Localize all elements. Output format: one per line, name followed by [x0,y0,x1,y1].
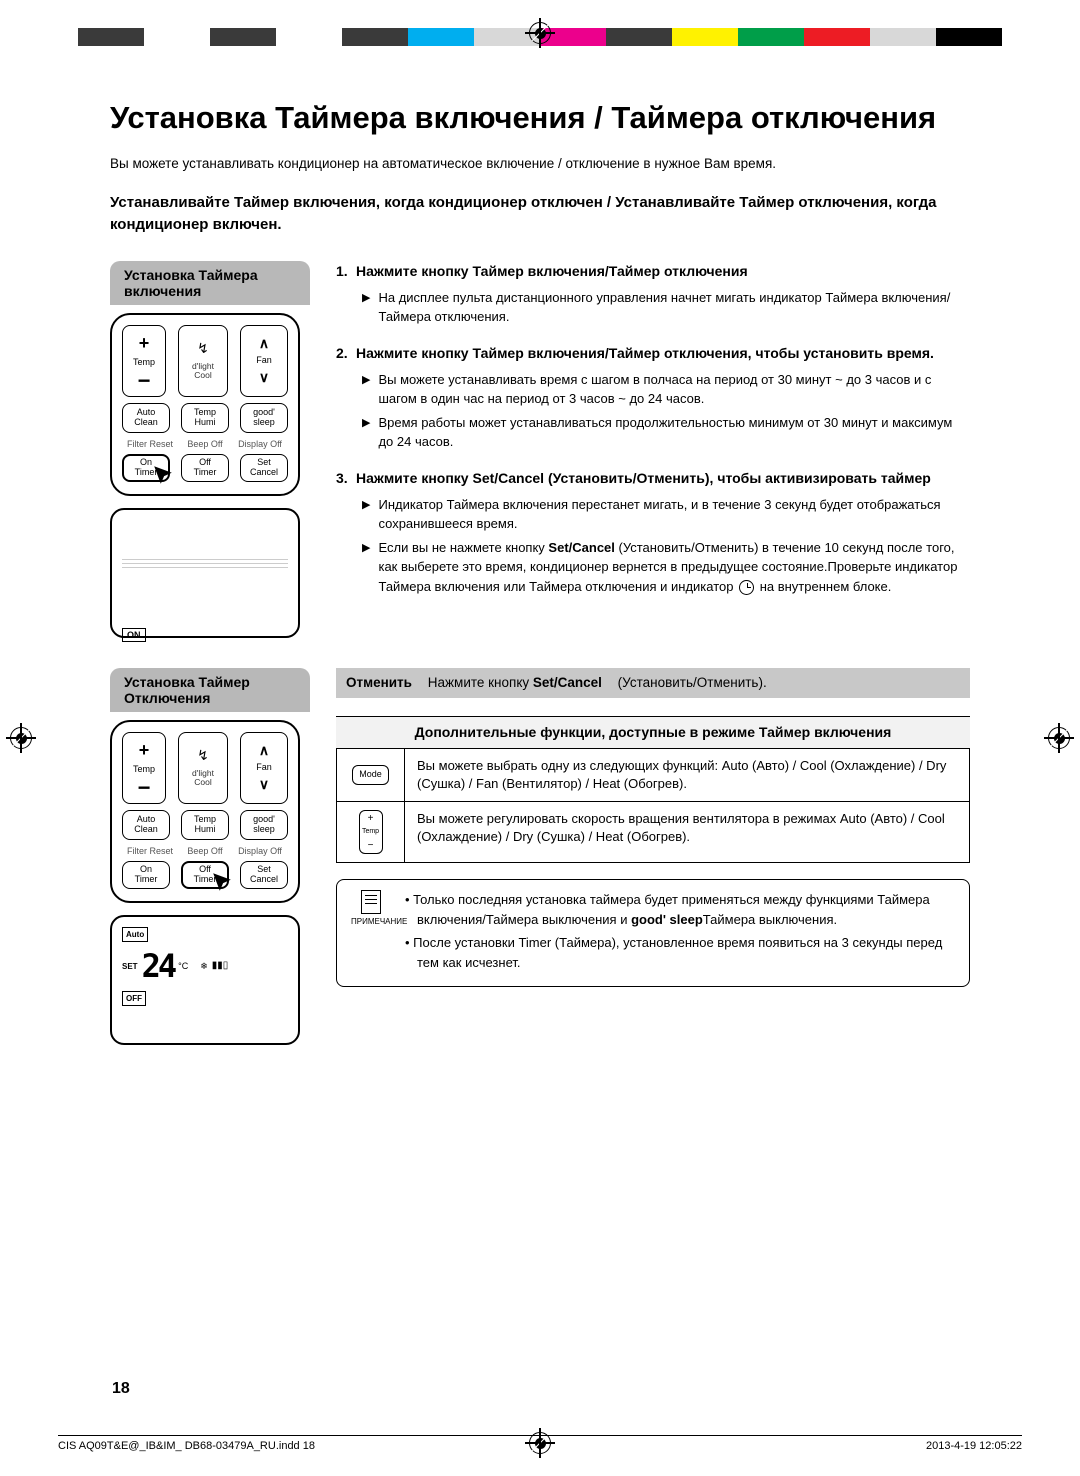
page-title: Установка Таймера включения / Таймера от… [110,100,970,136]
cancel-bar: Отменить Нажмите кнопку Set/Cancel (Уста… [336,668,970,698]
label-beep-off: Beep Off [181,439,229,449]
remote-mode-button: ↯ d'lightCool [178,732,228,804]
signal-icon: ▮▮▯ [212,959,229,973]
cancel-label: Отменить [346,675,412,690]
page-content: Установка Таймера включения / Таймера от… [110,100,970,1075]
display-unit: °C [178,960,188,973]
instruction-bold: Устанавливайте Таймер включения, когда к… [110,192,970,237]
section-on-timer: Установка Таймера включения + Temp − ↯ d… [110,261,970,638]
remote-temp-button: + Temp − [122,732,166,804]
remote-set-cancel: SetCancel [240,454,288,482]
remote-temp-button: + Temp − [122,325,166,397]
footer-datetime: 2013-4-19 12:05:22 [926,1440,1022,1452]
remote-temp-humi: TempHumi [181,403,229,433]
registration-mark-top [529,22,551,44]
remote-mode-button: ↯ d'lightCool [178,325,228,397]
note-list: Только последняя установка таймера будет… [405,890,955,976]
snowflake-icon: ❄ [200,960,208,973]
registration-mark-left [10,727,32,749]
functions-table: ModeВы можете выбрать одну из следующих … [336,749,970,863]
section-off-label: Установка Таймер Отключения [110,668,310,712]
label-display-off: Display Off [236,439,284,449]
remote-auto-clean: AutoClean [122,810,170,840]
remote-set-cancel: SetCancel [240,861,288,889]
cancel-text: Нажмите кнопку Set/Cancel (Установить/От… [428,675,767,690]
display-set-label: SET [122,961,138,972]
display-temp: 24 [142,944,175,989]
label-filter-reset: Filter Reset [126,439,174,449]
remote-on-timer-highlighted: OnTimer [122,454,170,482]
remote-off-timer-highlighted: OffTimer [181,861,229,889]
intro-text: Вы можете устанавливать кондиционер на а… [110,154,970,174]
section-off-timer: Установка Таймер Отключения + Temp − ↯ d… [110,668,970,1045]
display-off-badge: OFF [122,991,146,1006]
label-beep-off: Beep Off [181,846,229,856]
footer-filename: CIS AQ09T&E@_IB&IM_ DB68-03479A_RU.indd … [58,1440,315,1452]
remote-auto-clean: AutoClean [122,403,170,433]
remote-illustration-off: + Temp − ↯ d'lightCool ∧ Fan ∨ Au [110,720,300,903]
note-box: ПРИМЕЧАНИЕ Только последняя установка та… [336,879,970,987]
remote-good-sleep: good'sleep [240,403,288,433]
label-filter-reset: Filter Reset [126,846,174,856]
remote-illustration-on: + Temp − ↯ d'lightCool ∧ Fan ∨ Au [110,313,300,496]
remote-on-timer: OnTimer [122,861,170,889]
display-illustration-off: Auto SET 24 °C ❄ ▮▮▯ OFF [110,915,300,1045]
remote-temp-humi: TempHumi [181,810,229,840]
remote-good-sleep: good'sleep [240,810,288,840]
functions-header: Дополнительные функции, доступные в режи… [336,716,970,749]
display-on-badge: ON [122,628,146,642]
page-number: 18 [112,1380,130,1398]
section-on-label: Установка Таймера включения [110,261,310,305]
note-icon [361,890,381,914]
display-auto-badge: Auto [122,927,148,942]
label-display-off: Display Off [236,846,284,856]
steps-column: 1.Нажмите кнопку Таймер включения/Таймер… [336,261,970,638]
remote-fan-button: ∧ Fan ∨ [240,325,288,397]
pointer-icon [211,871,233,893]
pointer-icon [152,464,174,486]
note-label: ПРИМЕЧАНИЕ [351,917,407,926]
print-footer: CIS AQ09T&E@_IB&IM_ DB68-03479A_RU.indd … [58,1435,1022,1452]
remote-fan-button: ∧ Fan ∨ [240,732,288,804]
remote-off-timer: OffTimer [181,454,229,482]
display-illustration-on: ON [110,508,300,638]
registration-mark-right [1048,727,1070,749]
